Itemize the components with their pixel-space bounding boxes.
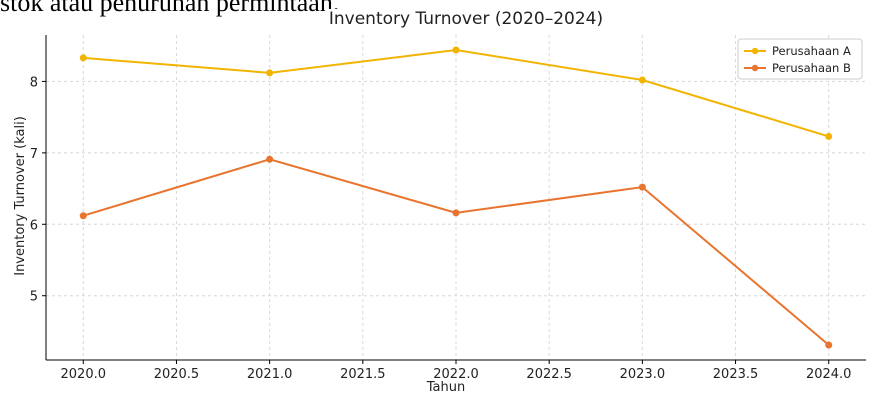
data-point-2-4 [638,183,646,191]
data-point-2-5 [825,341,833,349]
data-point-1-4 [638,76,646,84]
y-tick-label: 5 [30,290,38,305]
data-point-1-5 [825,132,833,140]
legend-swatch-marker [751,47,759,55]
legend-swatch-marker [751,64,759,72]
y-tick-label: 7 [30,147,38,162]
x-tick-label: 2024.0 [806,367,852,382]
legend-box [737,38,863,80]
series-line-1 [83,48,830,138]
data-point-1-2 [266,69,274,77]
x-tick-label: 2023.0 [620,367,666,382]
x-tick-label: 2021.5 [340,367,386,382]
legend-label: Perusahaan B [772,61,851,75]
x-tick-label: 2020.5 [154,367,200,382]
document-text: stok atau penurunan permintaan. [0,0,340,17]
x-axis-label: Tahun [426,380,465,394]
data-point-2-3 [452,209,460,217]
y-axis-label: Inventory Turnover (kali) [13,116,28,276]
title-background [324,9,608,29]
x-tick-label: 2022.5 [526,367,572,382]
legend-label: Perusahaan A [772,44,851,58]
series-layer [79,46,833,349]
y-tick-label: 6 [30,218,38,233]
data-point-1-3 [452,46,460,54]
axes: 2020.0 2020.5 2021.0 2021.5 2022.0 2022.5 2023… [30,35,866,382]
x-tick-label: 2021.0 [247,367,293,382]
x-tick-label: 2020.0 [61,367,107,382]
y-tick-label: 8 [30,75,38,90]
data-point-1-1 [79,54,87,62]
legend: Perusahaan A Perusahaan B [737,38,863,80]
x-tick-label: 2023.5 [713,367,759,382]
data-point-2-2 [266,155,274,163]
grid [46,35,866,360]
data-point-2-1 [79,212,87,220]
x-tick-label: 2022.0 [433,367,479,382]
chart-title: Inventory Turnover (2020–2024) [329,9,603,29]
